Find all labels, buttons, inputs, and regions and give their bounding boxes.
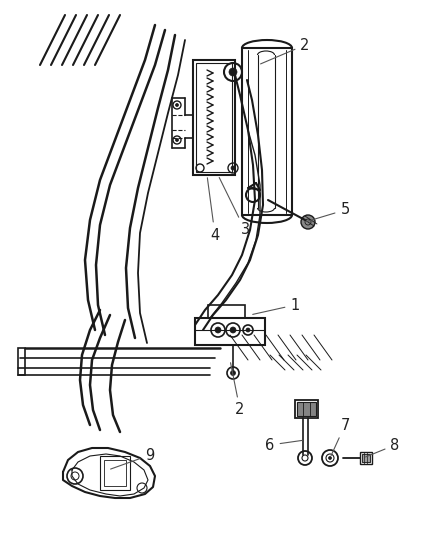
- Polygon shape: [362, 454, 370, 462]
- Text: 1: 1: [253, 297, 300, 314]
- Text: 2: 2: [261, 37, 310, 64]
- Circle shape: [230, 370, 236, 376]
- Text: 9: 9: [111, 448, 155, 469]
- Circle shape: [230, 327, 236, 333]
- Text: 6: 6: [265, 438, 302, 453]
- Text: 2: 2: [230, 363, 245, 417]
- Text: 8: 8: [366, 438, 399, 457]
- Circle shape: [229, 68, 237, 76]
- Circle shape: [246, 328, 250, 332]
- Text: 3: 3: [219, 177, 250, 238]
- Text: 4: 4: [207, 177, 219, 243]
- Circle shape: [328, 456, 332, 459]
- Polygon shape: [297, 402, 316, 416]
- Circle shape: [215, 327, 221, 333]
- Circle shape: [176, 103, 179, 107]
- Circle shape: [301, 215, 315, 229]
- Text: 5: 5: [307, 203, 350, 221]
- Text: 7: 7: [331, 417, 350, 456]
- Circle shape: [231, 166, 235, 170]
- Circle shape: [176, 139, 179, 141]
